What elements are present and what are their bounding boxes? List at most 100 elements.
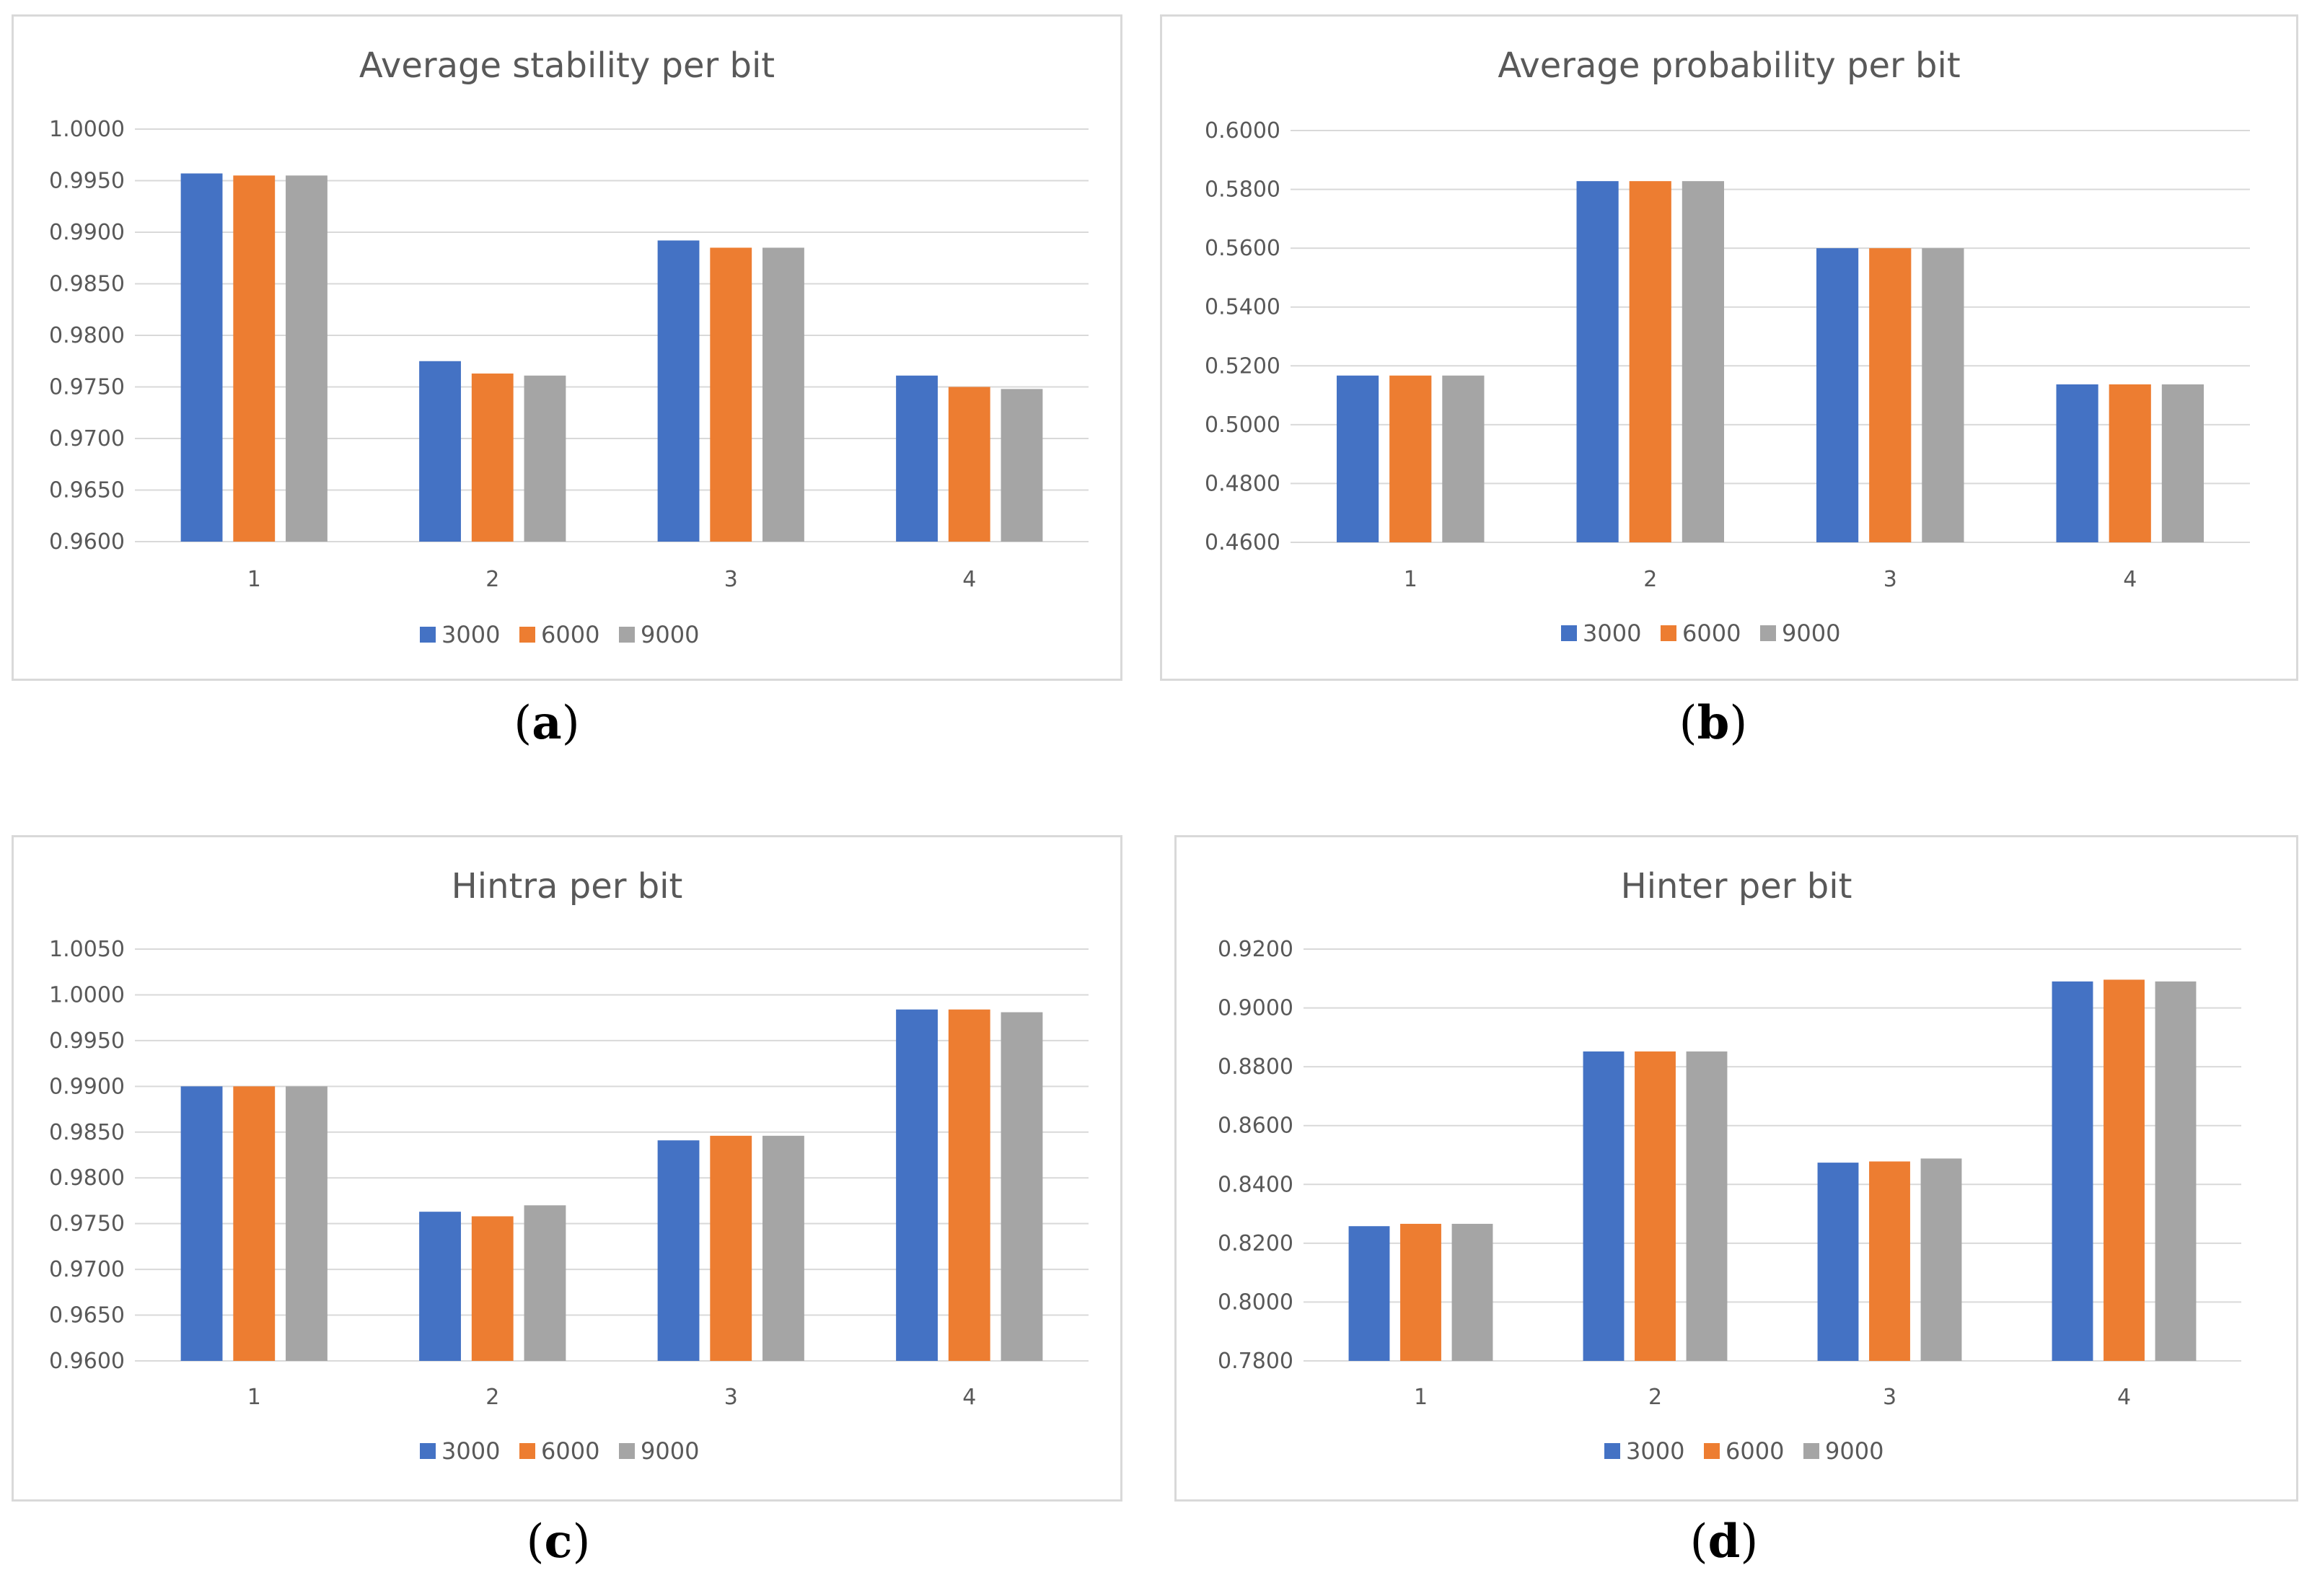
y-tick-label: 0.9650 [49, 478, 125, 503]
x-tick-label: 2 [485, 567, 499, 592]
legend-swatch-9000 [1760, 625, 1776, 641]
bar-3000-cat-3 [1817, 1163, 1859, 1361]
legend-label-9000: 9000 [641, 1437, 699, 1465]
y-tick-label: 0.7800 [1218, 1349, 1293, 1374]
y-tick-label: 0.8800 [1218, 1054, 1293, 1080]
y-tick-label: 0.8000 [1218, 1289, 1293, 1315]
chart-panel-c: Hintra per bit 0.9600 0.9650 0.9700 0.9750 0… [12, 835, 1122, 1502]
bar-3000-cat-2 [1583, 1051, 1625, 1361]
legend-swatch-9000 [1803, 1443, 1819, 1459]
y-tick-label: 0.9800 [49, 323, 125, 348]
bar-9000-cat-1 [286, 1086, 328, 1361]
bar-6000-cat-4 [2109, 384, 2151, 542]
bar-3000-cat-4 [896, 375, 938, 542]
y-tick-label: 0.9900 [49, 220, 125, 245]
y-tick-label: 0.8400 [1218, 1172, 1293, 1197]
y-tick-label: 0.9200 [1218, 937, 1293, 962]
bar-6000-cat-2 [471, 1216, 514, 1361]
bar-9000-cat-4 [2155, 981, 2197, 1361]
y-tick-label: 0.9600 [49, 1349, 125, 1374]
y-tick-label: 0.9750 [49, 1212, 125, 1237]
bar-6000-cat-1 [233, 1086, 276, 1361]
chart-panel-b: Average probability per bit 0.4600 0.4800… [1160, 14, 2298, 681]
bar-6000-cat-2 [471, 373, 514, 542]
y-tick-label: 0.4600 [1205, 530, 1280, 555]
x-tick-label: 1 [1414, 1385, 1428, 1410]
y-tick-label: 0.9000 [1218, 996, 1293, 1021]
x-tick-label: 3 [1883, 1385, 1896, 1410]
bar-6000-cat-4 [948, 387, 990, 542]
legend-label-6000: 6000 [1726, 1437, 1784, 1465]
y-tick-label: 0.9800 [49, 1165, 125, 1191]
bar-chart-b: 0.4600 0.4800 0.5000 0.5200 0.5400 0.5600 0.58… [1205, 118, 2250, 647]
x-tick-label: 1 [247, 567, 261, 592]
bar-9000-cat-2 [524, 1205, 566, 1361]
legend-swatch-9000 [619, 627, 635, 643]
x-tick-label: 4 [962, 1385, 976, 1410]
caption-c: (c) [526, 1515, 591, 1569]
legend-swatch-3000 [1561, 625, 1577, 641]
bar-6000-cat-3 [1869, 248, 1912, 542]
y-tick-label: 1.0000 [49, 982, 125, 1008]
bar-3000-cat-1 [180, 1086, 223, 1361]
bar-6000-cat-2 [1635, 1051, 1676, 1361]
bar-9000-cat-1 [1451, 1223, 1493, 1361]
legend-label-6000: 6000 [1682, 620, 1741, 647]
bar-6000-cat-1 [1389, 375, 1432, 542]
legend-swatch-6000 [1661, 625, 1676, 641]
bar-3000-cat-4 [896, 1009, 938, 1361]
y-tick-label: 0.9750 [49, 375, 125, 400]
bar-3000-cat-2 [419, 1212, 461, 1361]
bar-3000-cat-4 [2056, 384, 2098, 542]
y-tick-label: 0.4800 [1205, 471, 1280, 496]
y-tick-label: 0.9900 [49, 1074, 125, 1099]
legend-swatch-3000 [420, 627, 436, 643]
bar-6000-cat-4 [2104, 979, 2145, 1361]
bar-3000-cat-1 [1348, 1226, 1390, 1361]
chart-title: Hinter per bit [1620, 866, 1852, 907]
legend-swatch-3000 [420, 1443, 436, 1459]
bar-6000-cat-4 [948, 1009, 990, 1361]
bar-3000-cat-3 [657, 240, 700, 542]
chart-panel-a: Average stability per bit 0.9600 0.9650 0.… [12, 14, 1122, 681]
bar-3000-cat-4 [2052, 981, 2093, 1361]
bar-9000-cat-3 [1920, 1158, 1962, 1361]
bar-3000-cat-1 [180, 173, 223, 542]
bar-3000-cat-3 [657, 1140, 700, 1361]
bar-6000-cat-2 [1629, 181, 1671, 542]
legend-label-6000: 6000 [541, 621, 599, 648]
bar-9000-cat-4 [2161, 384, 2204, 542]
y-tick-label: 0.9700 [49, 426, 125, 451]
y-tick-label: 0.9700 [49, 1257, 125, 1282]
chart-title: Average probability per bit [1498, 45, 1961, 86]
chart-title: Hintra per bit [451, 866, 683, 907]
bar-3000-cat-2 [419, 361, 461, 542]
y-tick-label: 0.8600 [1218, 1114, 1293, 1139]
y-tick-label: 1.0000 [49, 117, 125, 142]
y-tick-label: 0.9650 [49, 1303, 125, 1328]
y-tick-label: 0.8200 [1218, 1231, 1293, 1256]
x-tick-label: 4 [2117, 1385, 2131, 1410]
bar-9000-cat-4 [1001, 1012, 1043, 1361]
legend-label-9000: 9000 [641, 621, 699, 648]
bar-9000-cat-2 [1686, 1051, 1728, 1361]
x-tick-label: 1 [1404, 567, 1417, 592]
bar-9000-cat-4 [1001, 389, 1043, 542]
bar-3000-cat-1 [1337, 375, 1379, 542]
y-tick-label: 0.9850 [49, 272, 125, 297]
bar-6000-cat-1 [233, 175, 276, 542]
bar-9000-cat-1 [1442, 375, 1485, 542]
caption-a: (a) [514, 696, 580, 750]
x-tick-label: 1 [247, 1385, 261, 1410]
bar-6000-cat-3 [710, 247, 752, 542]
bar-6000-cat-3 [710, 1135, 752, 1361]
bar-6000-cat-1 [1400, 1223, 1441, 1361]
x-tick-label: 3 [724, 567, 738, 592]
caption-b: (b) [1679, 696, 1748, 750]
legend-label-3000: 3000 [441, 621, 500, 648]
x-tick-label: 4 [2123, 567, 2137, 592]
bar-9000-cat-2 [1682, 181, 1724, 542]
legend-swatch-3000 [1604, 1443, 1620, 1459]
bar-9000-cat-2 [524, 375, 566, 542]
y-tick-label: 1.0050 [49, 937, 125, 962]
